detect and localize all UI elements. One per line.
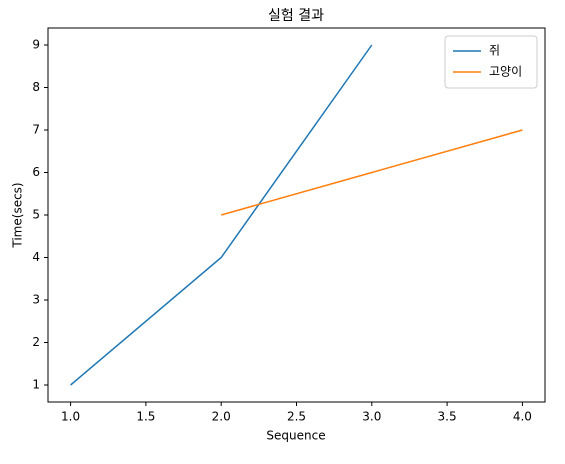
series-line xyxy=(70,44,373,386)
y-tick-label: 2 xyxy=(32,335,40,349)
y-tick-label: 6 xyxy=(32,165,40,179)
x-tick-label: 3.5 xyxy=(438,410,457,424)
legend-box xyxy=(444,35,538,89)
y-tick-label: 9 xyxy=(32,38,40,52)
plot-frame xyxy=(47,27,546,403)
y-tick-label: 8 xyxy=(32,80,40,94)
x-tick-label: 1.0 xyxy=(61,410,80,424)
y-axis-label: Time(secs) xyxy=(11,182,25,248)
y-tick-label: 7 xyxy=(32,123,40,137)
y-tick-label: 1 xyxy=(32,378,40,392)
x-tick-label: 3.0 xyxy=(362,410,381,424)
x-tick-label: 1.5 xyxy=(136,410,155,424)
legend-label: 고양이 xyxy=(489,65,522,79)
x-axis-label: Sequence xyxy=(266,429,325,443)
y-tick-label: 5 xyxy=(32,208,40,222)
chart-title: 실험 결과 xyxy=(268,8,324,24)
y-tick-label: 4 xyxy=(32,250,40,264)
x-tick-label: 2.5 xyxy=(287,410,306,424)
series-line xyxy=(220,129,523,216)
y-tick-label: 3 xyxy=(32,293,40,307)
legend-label: 쥐 xyxy=(489,44,500,58)
x-tick-label: 4.0 xyxy=(513,410,532,424)
x-tick-label: 2.0 xyxy=(212,410,231,424)
